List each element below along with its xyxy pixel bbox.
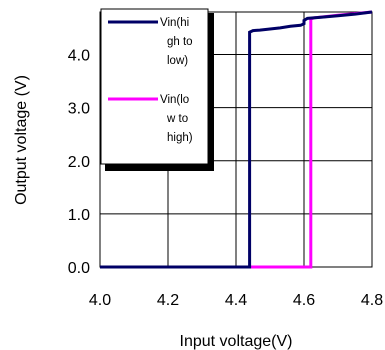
y-axis-label: Output voltage (V) — [13, 75, 30, 205]
y-tick-label-2: 2.0 — [68, 154, 90, 171]
legend-label-high-to-low: Vin(hi gh to low) — [160, 17, 193, 67]
y-tick-label-0: 0.0 — [68, 260, 90, 277]
x-tick-label-2: 4.4 — [225, 292, 247, 309]
y-tick-label-4: 4.0 — [68, 48, 90, 65]
x-tick-label-4: 4.8 — [361, 292, 383, 309]
legend-label-low-to-high: Vin(lo w to high) — [160, 94, 193, 144]
y-tick-labels: 0.0 1.0 2.0 3.0 4.0 — [68, 48, 90, 278]
series-group — [100, 10, 373, 269]
legend-text-line: w to — [166, 113, 188, 125]
x-tick-labels: 4.0 4.2 4.4 4.6 4.8 — [89, 292, 383, 309]
legend-text-line: high) — [167, 132, 193, 144]
legend-text-line: gh to — [167, 36, 193, 48]
series-line-0 — [100, 10, 373, 269]
y-tick-label-3: 3.0 — [68, 101, 90, 118]
legend-text-line: Vin(lo — [160, 94, 189, 106]
legend-text-line: Vin(hi — [160, 17, 189, 29]
legend-box — [100, 8, 209, 165]
legend-text-line: low) — [167, 55, 188, 67]
x-tick-label-3: 4.6 — [293, 292, 315, 309]
legend: Vin(hi gh to low) Vin(lo w to high) — [100, 8, 214, 171]
y-tick-label-1: 1.0 — [68, 207, 90, 224]
x-axis-label: Input voltage(V) — [180, 333, 293, 350]
x-tick-label-0: 4.0 — [89, 292, 111, 309]
x-tick-label-1: 4.2 — [157, 292, 179, 309]
